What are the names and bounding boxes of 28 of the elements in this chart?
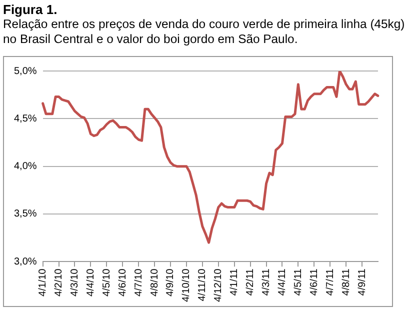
x-tick-label: 4/5/10	[101, 268, 112, 296]
x-tick-label: 4/8/10	[149, 268, 160, 296]
x-tick-label: 4/1/10	[38, 268, 49, 296]
x-tick-label: 4/5/11	[292, 268, 304, 296]
x-tick-label: 4/7/10	[133, 268, 144, 296]
x-tick-label: 4/4/10	[85, 268, 96, 296]
x-tick-label: 4/6/11	[308, 268, 320, 296]
y-tick-label: 4,5%	[14, 113, 37, 124]
y-tick-label: 3,5%	[14, 208, 37, 220]
y-tick-label: 5,0%	[14, 66, 37, 77]
x-tick-label: 4/12/10	[213, 268, 224, 302]
chart-title: Figura 1.	[3, 2, 58, 17]
x-tick-label: 4/8/11	[340, 268, 352, 296]
x-tick-label: 4/2/11	[245, 268, 256, 296]
x-tick-label: 4/11/10	[197, 268, 208, 302]
x-tick-label: 4/9/10	[165, 268, 176, 296]
x-tick-label: 4/4/11	[276, 268, 288, 296]
y-tick-label: 4,0%	[14, 161, 37, 172]
x-tick-label: 4/3/10	[69, 268, 80, 296]
x-tick-label: 4/1/11	[229, 268, 240, 296]
x-tick-label: 4/3/11	[261, 268, 272, 296]
x-tick-label: 4/2/10	[54, 268, 65, 296]
chart-subtitle: Relação entre os preços de venda do couro verde de primeira linha (45kg) no Brasil Central e o valor do boi gordo em São Paulo.	[3, 17, 405, 47]
x-tick-label: 4/9/11	[356, 268, 368, 296]
x-tick-label: 4/10/10	[181, 268, 192, 302]
y-tick-label: 3,0%	[14, 256, 37, 268]
x-tick-label: 4/7/11	[324, 268, 336, 296]
x-tick-label: 4/6/10	[117, 268, 128, 296]
